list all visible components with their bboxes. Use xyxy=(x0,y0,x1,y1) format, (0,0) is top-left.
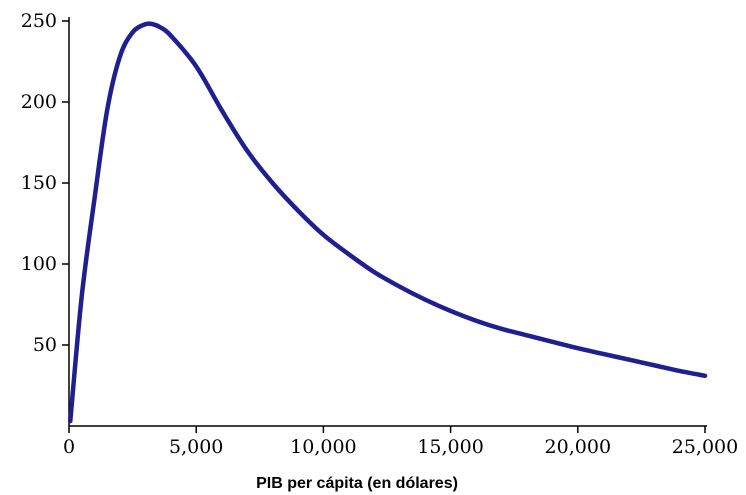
x-tick-label: 5,000 xyxy=(169,436,223,458)
axes xyxy=(68,17,707,427)
y-tick-label: 50 xyxy=(33,334,57,356)
y-tick-label: 150 xyxy=(21,172,57,194)
x-axis-title: PIB per cápita (en dólares) xyxy=(256,475,458,492)
series-line xyxy=(68,21,708,424)
y-tick-label: 100 xyxy=(21,253,57,275)
y-ticks: 50 100 150 200 250 xyxy=(21,10,69,356)
y-tick-label: 200 xyxy=(21,91,57,113)
x-tick-label: 0 xyxy=(63,436,75,458)
x-ticks: 0 5,000 10,000 15,000 20,000 25,000 xyxy=(63,426,738,458)
x-tick-label: 15,000 xyxy=(417,436,483,458)
x-tick-label: 10,000 xyxy=(290,436,356,458)
x-tick-label: 25,000 xyxy=(672,436,738,458)
y-tick-label: 250 xyxy=(21,10,57,32)
x-tick-label: 20,000 xyxy=(545,436,611,458)
